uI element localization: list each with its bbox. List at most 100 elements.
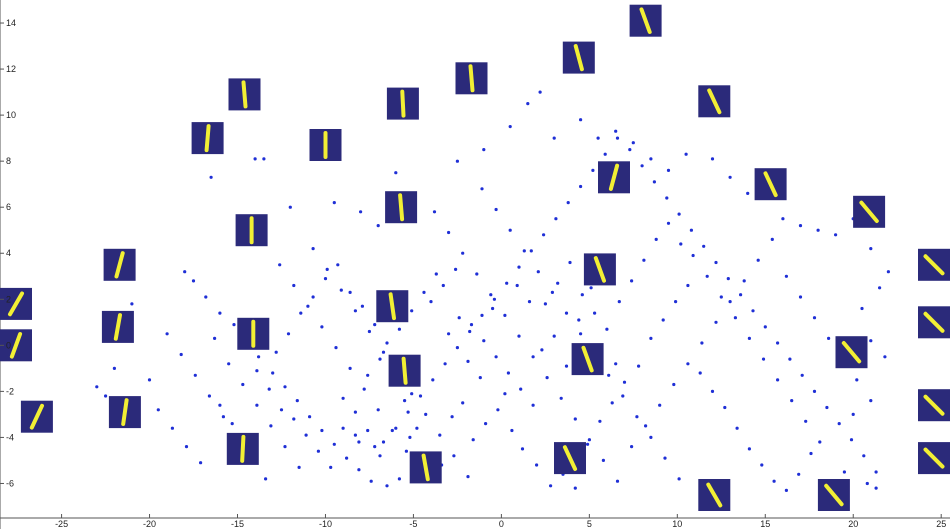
data-point bbox=[95, 385, 99, 389]
data-point bbox=[617, 300, 621, 304]
data-point bbox=[262, 157, 266, 161]
data-point bbox=[878, 286, 882, 290]
data-point bbox=[429, 300, 433, 304]
digit-thumbnail bbox=[918, 248, 950, 281]
data-point bbox=[367, 329, 371, 334]
data-point bbox=[723, 405, 727, 410]
digit-stroke bbox=[114, 251, 125, 279]
data-point bbox=[503, 392, 507, 396]
x-tick-label: 25 bbox=[936, 519, 946, 529]
data-point bbox=[526, 102, 530, 106]
data-point bbox=[761, 357, 766, 361]
data-point bbox=[345, 456, 349, 460]
data-point bbox=[637, 364, 641, 368]
data-point bbox=[515, 283, 519, 288]
data-point bbox=[628, 148, 632, 152]
digit-thumbnail bbox=[554, 442, 586, 475]
data-point bbox=[255, 403, 259, 407]
data-point bbox=[790, 399, 794, 403]
data-point bbox=[482, 148, 486, 152]
data-point bbox=[424, 412, 428, 416]
data-point bbox=[652, 180, 657, 184]
data-point bbox=[788, 357, 792, 361]
data-point bbox=[267, 387, 271, 391]
data-point bbox=[410, 309, 414, 313]
data-point bbox=[373, 445, 377, 449]
digit-thumbnail bbox=[598, 161, 630, 194]
data-point bbox=[781, 217, 785, 221]
data-point bbox=[357, 468, 361, 472]
data-point bbox=[480, 187, 484, 191]
data-point bbox=[825, 405, 829, 410]
data-point bbox=[230, 422, 234, 426]
data-point bbox=[311, 247, 315, 251]
data-point bbox=[691, 253, 695, 258]
data-point bbox=[112, 366, 116, 370]
data-point bbox=[376, 408, 380, 412]
data-point bbox=[199, 461, 203, 465]
data-point bbox=[798, 224, 803, 228]
data-point bbox=[469, 323, 474, 327]
data-point bbox=[760, 463, 764, 467]
data-point bbox=[630, 279, 634, 283]
digit-thumbnail bbox=[409, 451, 442, 484]
y-tick-label: 0 bbox=[6, 340, 11, 350]
digit-thumbnail bbox=[835, 336, 868, 369]
data-point bbox=[536, 270, 540, 274]
data-point bbox=[649, 336, 653, 340]
data-point bbox=[482, 339, 486, 343]
data-point bbox=[644, 424, 648, 428]
y-tick-label: 2 bbox=[6, 294, 11, 304]
data-point bbox=[756, 258, 760, 262]
data-point bbox=[455, 346, 459, 350]
digit-thumbnails bbox=[0, 4, 950, 511]
digit-stroke bbox=[706, 482, 723, 508]
data-point bbox=[227, 362, 231, 366]
data-point bbox=[505, 281, 509, 285]
data-point bbox=[431, 378, 435, 382]
x-tick-label: -20 bbox=[143, 519, 156, 529]
data-point bbox=[865, 481, 869, 486]
data-point bbox=[466, 359, 470, 363]
data-point bbox=[542, 233, 546, 237]
data-point bbox=[489, 293, 493, 297]
data-point bbox=[373, 323, 377, 327]
data-point bbox=[742, 279, 746, 283]
data-point bbox=[538, 90, 542, 94]
digit-stroke bbox=[113, 313, 123, 341]
digit-stroke bbox=[923, 447, 945, 469]
x-tick-label: -10 bbox=[319, 519, 332, 529]
digit-stroke bbox=[398, 193, 405, 222]
data-point bbox=[457, 316, 461, 320]
data-point bbox=[598, 419, 602, 423]
digit-stroke bbox=[763, 171, 778, 198]
data-point bbox=[410, 392, 414, 396]
digit-stroke bbox=[593, 256, 607, 283]
digit-stroke bbox=[241, 80, 248, 109]
data-point bbox=[834, 233, 838, 237]
data-point bbox=[621, 394, 625, 398]
data-point bbox=[348, 290, 352, 294]
data-point bbox=[800, 373, 804, 377]
data-point bbox=[540, 348, 544, 352]
data-point bbox=[232, 323, 236, 327]
digit-stroke bbox=[841, 341, 862, 364]
digit-thumbnail bbox=[191, 122, 224, 155]
digit-thumbnail bbox=[385, 191, 418, 224]
digit-thumbnail bbox=[562, 41, 595, 74]
data-point bbox=[649, 157, 653, 161]
digit-thumbnail bbox=[235, 214, 268, 247]
data-point bbox=[447, 230, 451, 235]
x-tick-label: 20 bbox=[848, 519, 858, 529]
data-point bbox=[348, 366, 352, 370]
data-point bbox=[381, 440, 386, 444]
data-point bbox=[705, 274, 709, 278]
data-point bbox=[341, 396, 345, 400]
data-point bbox=[860, 306, 864, 311]
digit-thumbnail bbox=[918, 389, 950, 422]
digit-stroke bbox=[400, 89, 406, 118]
data-point bbox=[531, 355, 535, 359]
data-point bbox=[746, 191, 750, 195]
